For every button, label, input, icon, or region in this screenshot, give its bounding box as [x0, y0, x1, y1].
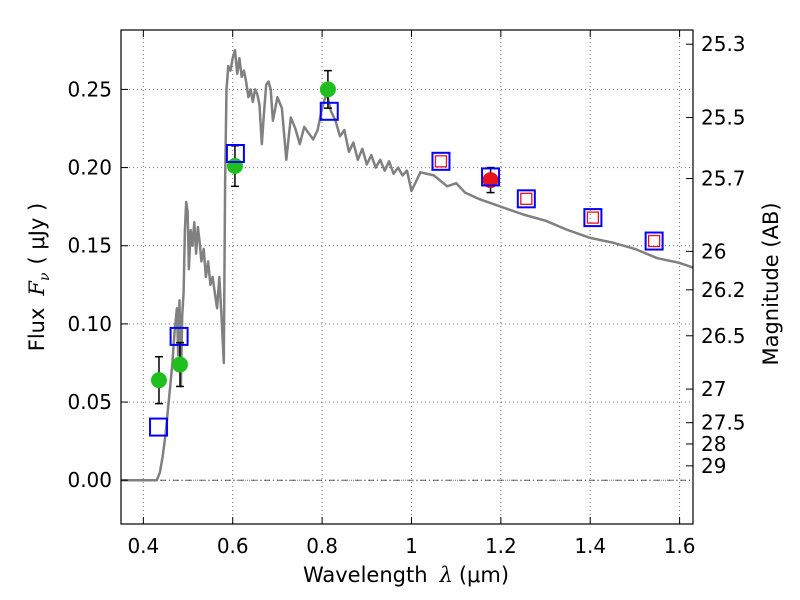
- magnitude-tick-label: 26: [701, 239, 726, 263]
- y-axis-title-subscript: ν: [37, 272, 53, 281]
- model-photometry-square: [319, 101, 339, 121]
- model-photometry-square: [149, 417, 169, 437]
- model-photometry-square: [169, 326, 189, 346]
- magnitude-tick-label: 26.5: [701, 324, 746, 348]
- y-axis-title-symbol: F: [25, 280, 49, 297]
- x-tick-label: 1.4: [574, 534, 606, 558]
- model-photometry-inner-square: [520, 192, 533, 205]
- model-photometry-square: [644, 231, 664, 251]
- model-photometry-square: [583, 208, 603, 228]
- magnitude-tick-label: 27: [701, 377, 726, 401]
- magnitude-tick-label: 25.5: [701, 106, 746, 130]
- observed-point: [171, 356, 188, 373]
- axis-ticks: 0.4 0.6 0.8 1 1.2 1.4 1.6 0.00 0.05 0.10 0.15 0.20 0…: [67, 30, 746, 558]
- magnitude-tick-label: 26.2: [701, 278, 746, 302]
- x-axis-title-prefix: Wavelength: [303, 563, 428, 587]
- magnitude-tick-label: 28: [701, 432, 726, 456]
- y-tick-label: 0.25: [67, 77, 112, 101]
- observed-point: [150, 372, 167, 389]
- x-axis-title-symbol: λ: [439, 563, 453, 587]
- x-axis-title-unit: (μm): [459, 563, 509, 587]
- x-tick-label: 0.8: [306, 534, 338, 558]
- magnitude-tick-label: 29: [701, 454, 726, 478]
- model-photometry-square: [225, 144, 245, 163]
- x-tick-label: 1.6: [664, 534, 696, 558]
- model-sed-line: [121, 49, 694, 482]
- y-axis-title-unit: ( μJy ): [25, 203, 49, 265]
- y-tick-label: 0.10: [67, 312, 112, 336]
- x-tick-label: 1: [405, 534, 418, 558]
- plot-frame: [120, 29, 694, 525]
- model-photometry-square: [481, 167, 501, 187]
- model-photometry-square: [516, 189, 536, 209]
- y-axis-title-prefix: Flux: [25, 308, 49, 352]
- y-tick-label: 0.05: [67, 390, 112, 414]
- observed-point: [482, 172, 499, 189]
- y2-axis-title: Magnitude (AB): [759, 202, 783, 365]
- observed-point: [319, 81, 336, 98]
- x-tick-label: 0.6: [217, 534, 249, 558]
- x-axis-title: Wavelength λ (μm): [303, 563, 509, 587]
- x-tick-label: 0.4: [127, 534, 159, 558]
- model-photometry-inner-square: [434, 155, 448, 168]
- model-photometry-inner-square: [586, 211, 600, 224]
- observed-point: [226, 158, 243, 175]
- magnitude-tick-label: 27.5: [701, 411, 746, 435]
- y-tick-label: 0.00: [67, 468, 112, 492]
- x-tick-label: 1.2: [485, 534, 517, 558]
- series-layer: [121, 49, 694, 482]
- magnitude-tick-label: 25.7: [701, 167, 746, 191]
- magnitude-tick-label: 25.3: [701, 32, 746, 56]
- y-axis-title: Flux Fν ( μJy ): [25, 203, 53, 351]
- y-tick-label: 0.15: [67, 234, 112, 258]
- model-photometry-inner-square: [647, 234, 661, 248]
- grid: [121, 30, 693, 524]
- y-tick-label: 0.20: [67, 156, 112, 180]
- model-photometry-square: [431, 151, 451, 171]
